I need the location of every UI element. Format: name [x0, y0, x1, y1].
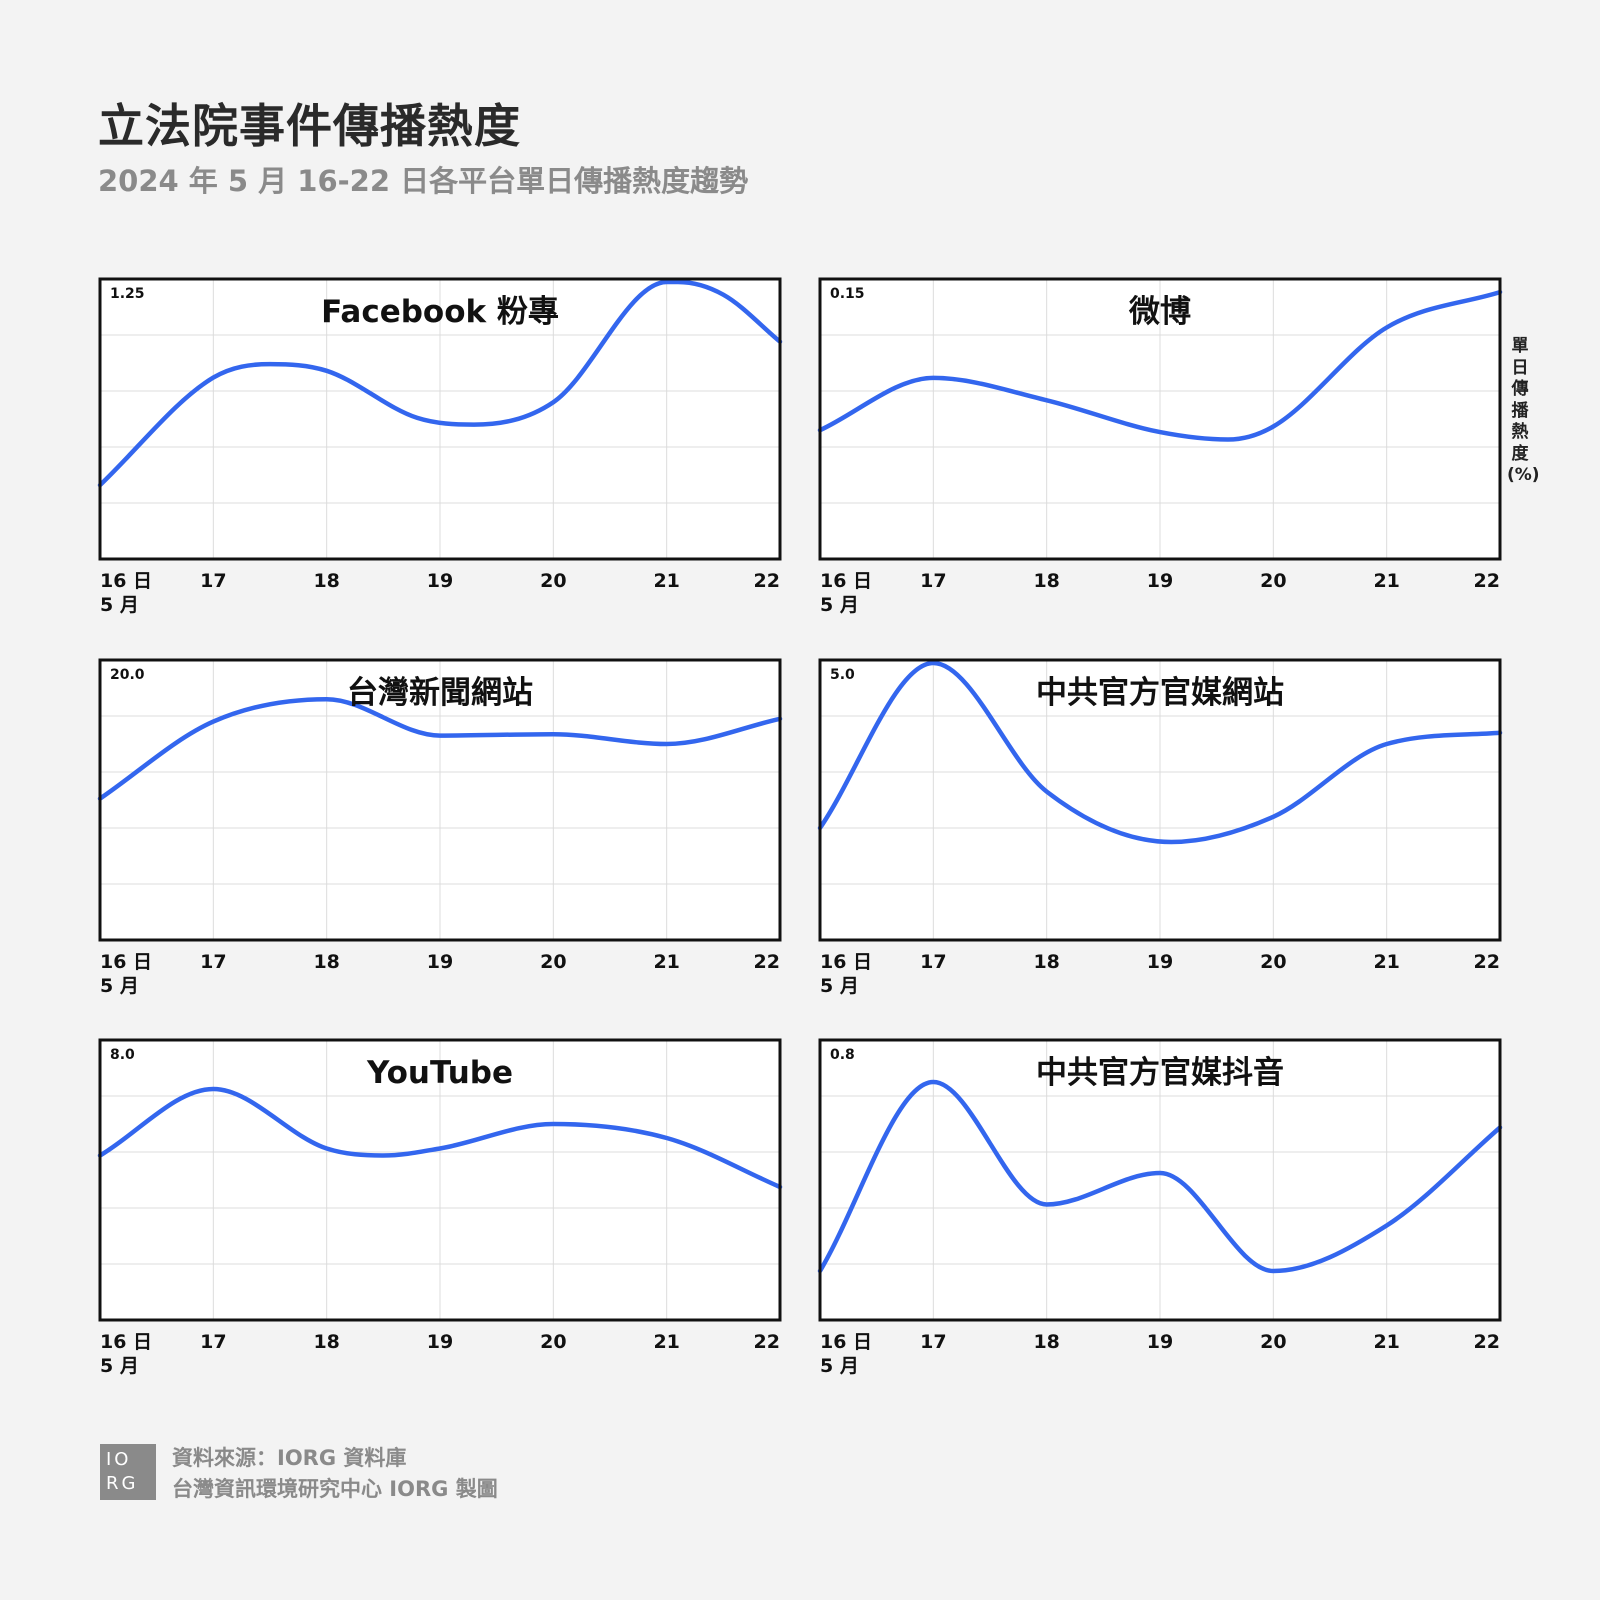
- x-tick-label: 16 日: [820, 570, 872, 592]
- x-tick-label: 19: [1147, 1331, 1173, 1353]
- x-tick-label: 18: [1033, 951, 1059, 973]
- x-tick-label: 20: [540, 951, 566, 973]
- x-tick-label: 22: [754, 951, 780, 973]
- panel-title: YouTube: [366, 1055, 513, 1091]
- x-tick-label: 20: [1260, 951, 1286, 973]
- x-tick-label: 22: [754, 570, 780, 592]
- x-month-label: 5 月: [100, 975, 139, 997]
- x-tick-label: 16 日: [820, 1331, 872, 1353]
- x-tick-label: 19: [427, 951, 453, 973]
- panel-title: Facebook 粉專: [321, 294, 559, 330]
- series-line: [97, 279, 783, 488]
- panel-title: 台灣新聞網站: [347, 675, 533, 711]
- x-tick-label: 18: [313, 1331, 339, 1353]
- y-max-label: 1.25: [110, 286, 145, 302]
- source-note: 資料來源：IORG 資料庫: [172, 1446, 407, 1470]
- plot-frame: [98, 658, 782, 942]
- x-tick-label: 18: [1033, 1331, 1059, 1353]
- x-tick-label: 19: [427, 1331, 453, 1353]
- x-tick-label: 21: [653, 1331, 679, 1353]
- x-month-label: 5 月: [100, 594, 139, 616]
- plot-frame: [98, 1038, 782, 1322]
- plot-frame: [818, 1038, 1502, 1322]
- x-tick-label: 18: [313, 951, 339, 973]
- x-tick-label: 17: [200, 1331, 226, 1353]
- x-tick-label: 21: [1373, 1331, 1399, 1353]
- x-tick-label: 19: [427, 570, 453, 592]
- page-subtitle: 2024 年 5 月 16-22 日各平台單日傳播熱度趨勢: [98, 164, 749, 198]
- panel-title: 中共官方官媒抖音: [1036, 1055, 1284, 1091]
- series-line: [97, 696, 783, 801]
- y-max-label: 20.0: [110, 667, 145, 683]
- x-tick-label: 17: [200, 951, 226, 973]
- logo-text-top: IO: [106, 1449, 132, 1470]
- x-tick-label: 16 日: [820, 951, 872, 973]
- x-month-label: 5 月: [820, 975, 859, 997]
- y-axis-label: 單日傳播熱度(%): [1507, 336, 1540, 485]
- x-tick-label: 19: [1147, 951, 1173, 973]
- x-tick-label: 18: [313, 570, 339, 592]
- y-max-label: 8.0: [110, 1047, 135, 1063]
- chart-panel-5: 8.0 YouTube 16 日 17 18 19 20 21 22 5 月: [97, 1038, 783, 1377]
- x-tick-label: 21: [653, 951, 679, 973]
- x-tick-label: 20: [1260, 570, 1286, 592]
- x-month-label: 5 月: [820, 1355, 859, 1377]
- x-tick-label: 22: [754, 1331, 780, 1353]
- plot-frame: [98, 277, 782, 561]
- y-max-label: 0.8: [830, 1047, 855, 1063]
- x-tick-label: 22: [1474, 1331, 1500, 1353]
- series-line: [97, 1086, 783, 1190]
- x-month-label: 5 月: [100, 1355, 139, 1377]
- plot-frame: [818, 658, 1502, 942]
- x-tick-label: 16 日: [100, 951, 152, 973]
- series-line: [817, 660, 1503, 845]
- x-tick-label: 22: [1474, 570, 1500, 592]
- x-tick-label: 16 日: [100, 1331, 152, 1353]
- x-tick-label: 20: [540, 1331, 566, 1353]
- x-tick-label: 18: [1033, 570, 1059, 592]
- x-tick-label: 17: [920, 951, 946, 973]
- series-line: [817, 289, 1503, 442]
- x-tick-label: 21: [1373, 951, 1399, 973]
- x-tick-label: 20: [540, 570, 566, 592]
- x-tick-label: 17: [920, 570, 946, 592]
- chart-panel-3: 20.0 台灣新聞網站 16 日 17 18 19 20 21 22 5 月: [97, 658, 783, 997]
- chart-panel-1: 1.25 Facebook 粉專 16 日 17 18 19 20 21 22 5 月: [97, 277, 783, 616]
- plot-frame: [818, 277, 1502, 561]
- x-tick-label: 17: [200, 570, 226, 592]
- panel-title: 微博: [1128, 294, 1191, 330]
- x-tick-label: 19: [1147, 570, 1173, 592]
- x-tick-label: 17: [920, 1331, 946, 1353]
- chart-panel-6: 0.8 中共官方官媒抖音 16 日 17 18 19 20 21 22 5 月: [817, 1038, 1503, 1377]
- x-tick-label: 21: [653, 570, 679, 592]
- footer-text: 資料來源：IORG 資料庫 台灣資訊環境研究中心 IORG 製圖: [172, 1443, 498, 1505]
- iorg-logo: IO RG: [100, 1444, 156, 1500]
- chart-panel-4: 5.0 中共官方官媒網站 16 日 17 18 19 20 21 22 5 月: [817, 658, 1503, 997]
- page-title: 立法院事件傳播熱度: [98, 99, 521, 153]
- x-tick-label: 22: [1474, 951, 1500, 973]
- chart-panel-2: 0.15 微博 16 日 17 18 19 20 21 22 5 月: [817, 277, 1503, 616]
- x-tick-label: 20: [1260, 1331, 1286, 1353]
- x-tick-label: 16 日: [100, 570, 152, 592]
- y-max-label: 5.0: [830, 667, 855, 683]
- series-line: [817, 1079, 1503, 1274]
- y-max-label: 0.15: [830, 286, 865, 302]
- panel-title: 中共官方官媒網站: [1036, 675, 1284, 711]
- x-month-label: 5 月: [820, 594, 859, 616]
- logo-text-bottom: RG: [106, 1473, 139, 1494]
- credit-note: 台灣資訊環境研究中心 IORG 製圖: [172, 1477, 498, 1501]
- x-tick-label: 21: [1373, 570, 1399, 592]
